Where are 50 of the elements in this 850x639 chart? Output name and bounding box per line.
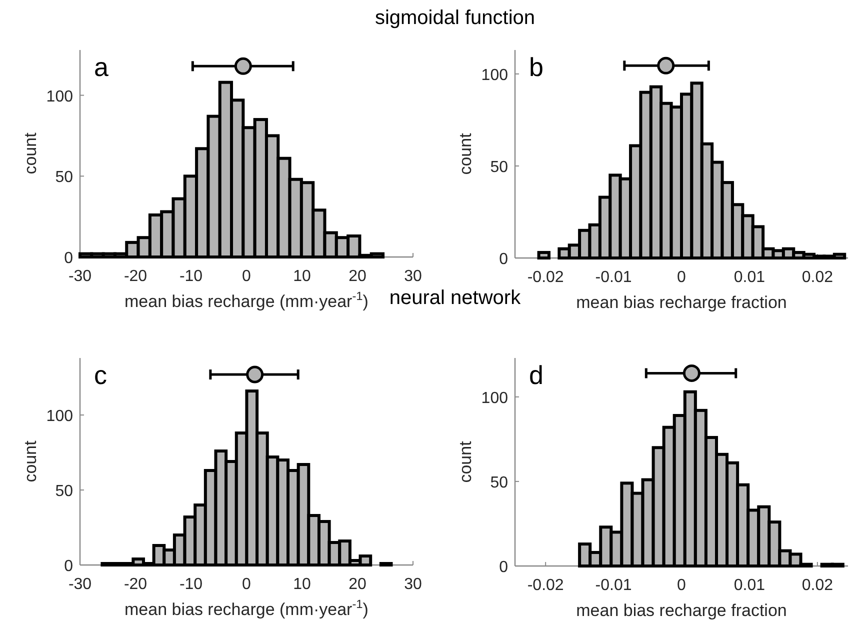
annotation: b — [529, 52, 544, 82]
annotation: a — [94, 52, 109, 82]
x-tick-label: 0.01 — [734, 577, 766, 594]
y-tick-label: 50 — [490, 474, 508, 492]
x-tick-label: 30 — [404, 268, 422, 285]
x-tick-label: -10 — [179, 576, 203, 593]
y-tick-label: 100 — [481, 390, 508, 407]
x-tick-label: 0 — [677, 269, 686, 286]
y-tick-label: 100 — [46, 408, 74, 425]
x-tick-label: -0.01 — [595, 269, 632, 286]
x-tick-label: 20 — [348, 268, 366, 285]
x-axis-title: mean bias recharge fraction — [576, 601, 787, 620]
x-tick-label: -0.01 — [595, 577, 632, 594]
x-tick-label: 0.02 — [802, 577, 834, 594]
y-axis-title: count — [21, 440, 40, 482]
y-tick-label: 50 — [490, 158, 508, 176]
x-tick-label: -20 — [124, 576, 148, 593]
x-axis-title: mean bias recharge fraction — [576, 293, 787, 312]
y-axis-title: count — [21, 132, 40, 174]
y-tick-label: 0 — [499, 559, 508, 576]
y-tick-label: 0 — [64, 250, 74, 267]
y-tick-label: 100 — [46, 88, 74, 106]
x-tick-label: -0.02 — [527, 577, 564, 594]
y-tick-label: 0 — [64, 558, 74, 575]
x-tick-label: 20 — [348, 576, 366, 593]
x-tick-label: 10 — [293, 268, 311, 285]
annotation: c — [94, 360, 107, 390]
x-axis-title: mean bias recharge (mm·year$^{-1}$) — [124, 597, 368, 619]
y-tick-label: 0 — [499, 251, 508, 268]
x-tick-label: -0.02 — [527, 269, 564, 286]
y-tick-label: 50 — [55, 483, 74, 500]
x-axis-title: mean bias recharge (mm·year$^{-1}$) — [124, 289, 368, 311]
x-tick-label: 10 — [293, 576, 311, 593]
x-tick-label: 0 — [242, 576, 252, 593]
x-tick-label: -20 — [124, 268, 148, 285]
y-tick-label: 50 — [55, 169, 74, 186]
x-tick-label: 0 — [242, 268, 252, 285]
y-tick-label: 100 — [481, 66, 508, 84]
x-tick-label: 0.01 — [734, 269, 766, 286]
x-tick-label: -10 — [179, 268, 203, 285]
text: sigmoidal function — [374, 7, 536, 29]
x-tick-label: 0.02 — [802, 269, 834, 286]
x-tick-label: 30 — [404, 576, 422, 593]
x-tick-label: -30 — [68, 268, 92, 285]
x-tick-label: -30 — [68, 576, 92, 593]
annotation: d — [529, 360, 544, 390]
x-tick-label: 0 — [677, 577, 686, 594]
y-axis-title: count — [456, 132, 475, 175]
y-axis-title: count — [456, 440, 475, 483]
text: neural network — [389, 287, 522, 309]
